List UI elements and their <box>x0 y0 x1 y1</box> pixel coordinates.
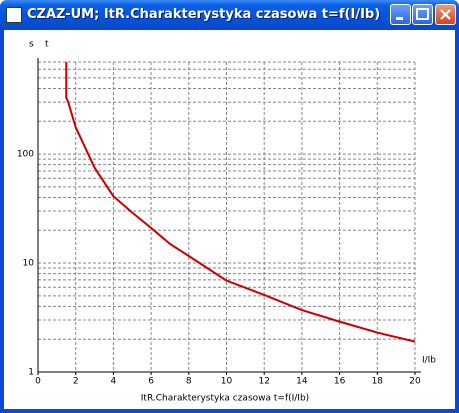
maximize-button[interactable] <box>412 4 433 25</box>
x-tick-label: 20 <box>409 377 421 387</box>
window-title: CZAZ-UM; ItR.Charakterystyka czasowa t=f… <box>27 7 381 22</box>
x-tick-label: 2 <box>73 377 79 387</box>
y-unit: s <box>29 40 34 50</box>
x-unit: I/Ib <box>422 356 436 366</box>
x-tick-label: 8 <box>186 377 192 387</box>
title-bar: CZAZ-UM; ItR.Charakterystyka czasowa t=f… <box>0 0 459 30</box>
x-tick-label: 12 <box>258 377 269 387</box>
y-title: t <box>45 40 49 50</box>
x-tick-label: 14 <box>296 377 308 387</box>
minimize-button[interactable] <box>390 4 411 25</box>
data-line <box>65 62 416 343</box>
x-title: ItR.Charakterystyka czasowa t=f(I/Ib) <box>141 394 309 404</box>
client-area: s t I/Ib ItR.Charakterystyka czasowa t=f… <box>4 30 455 409</box>
x-tick-label: 18 <box>372 377 384 387</box>
close-button[interactable] <box>435 4 456 25</box>
chart: s t I/Ib ItR.Charakterystyka czasowa t=f… <box>17 40 436 404</box>
x-tick-label: 10 <box>221 377 233 387</box>
app-icon <box>6 7 22 23</box>
y-tick-label: 100 <box>17 150 34 160</box>
x-tick-label: 16 <box>334 377 346 387</box>
x-tick-label: 0 <box>35 377 41 387</box>
y-tick-label: 1 <box>28 368 34 378</box>
y-tick-label: 10 <box>23 259 35 269</box>
x-tick-label: 4 <box>111 377 117 387</box>
x-tick-label: 6 <box>148 377 154 387</box>
